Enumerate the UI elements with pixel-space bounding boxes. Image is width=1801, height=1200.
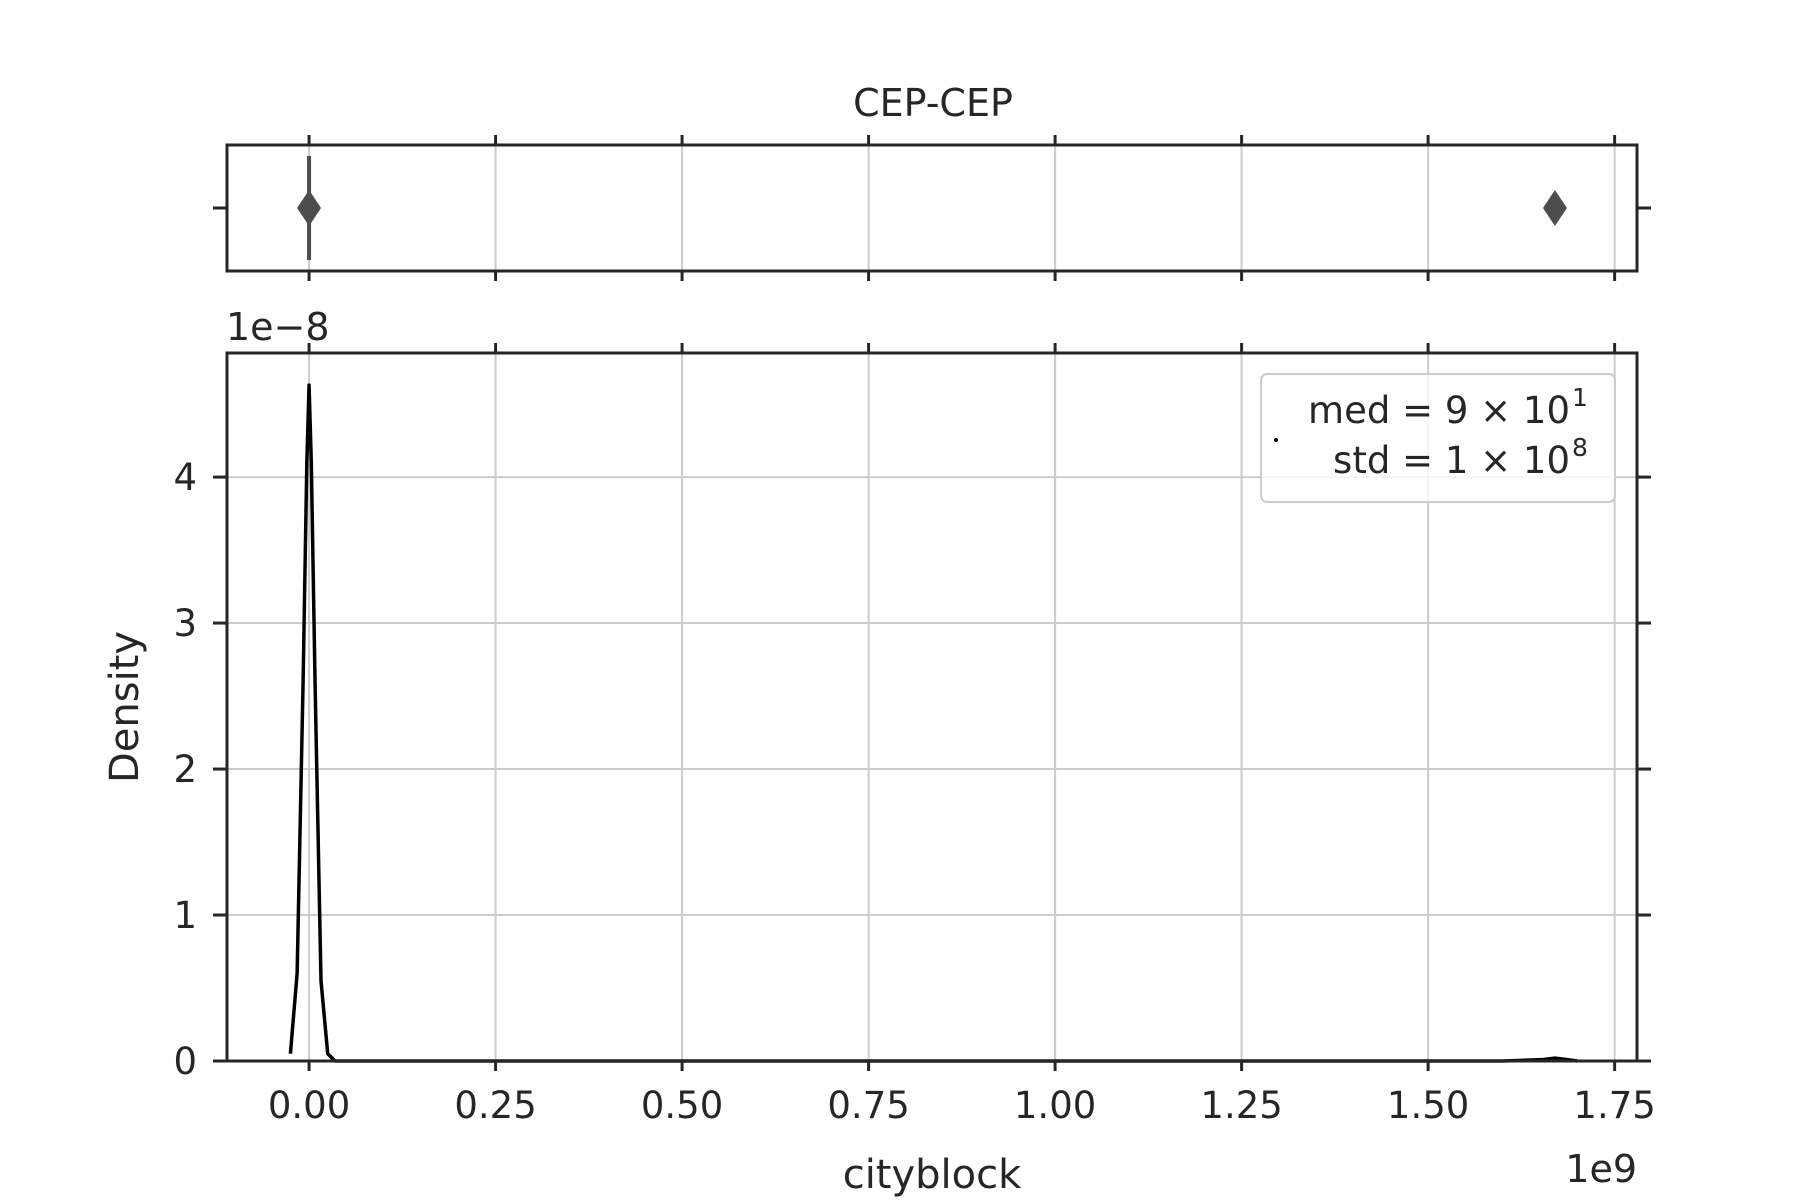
boxplot-grid (308, 145, 1616, 271)
kde-grid (227, 353, 1637, 1062)
x-tick-label: 1.00 (1014, 1084, 1096, 1127)
boxplot-panel (213, 135, 1651, 281)
legend-box (1260, 373, 1616, 503)
kde-tick-labels: 0.00 0.25 0.50 0.75 1.00 1.25 1.50 1.75 0 1 2 3 4 (173, 456, 1655, 1127)
legend: med = 9 × 10 1 std = 1 × 10 8 (1260, 373, 1616, 503)
boxplot-marks (297, 156, 1567, 260)
x-tick-label: 1.50 (1387, 1084, 1469, 1127)
y-tick-label: 0 (173, 1040, 197, 1083)
x-tick-label: 0.00 (268, 1084, 350, 1127)
x-tick-label: 0.25 (454, 1084, 536, 1127)
legend-marker (1274, 438, 1278, 442)
x-tick-label: 0.75 (827, 1084, 909, 1127)
boxplot-ticks (213, 135, 1651, 281)
legend-med: med = 9 × 10 (1308, 389, 1570, 432)
x-tick-label: 1.25 (1200, 1084, 1282, 1127)
y-offset-text: 1e−8 (226, 305, 330, 349)
x-axis-label: cityblock (843, 1152, 1022, 1198)
x-tick-label: 1.75 (1573, 1084, 1655, 1127)
kde-ticks (213, 343, 1651, 1071)
legend-std: std = 1 × 10 (1333, 439, 1570, 482)
x-tick-label: 0.50 (641, 1084, 723, 1127)
boxplot-outlier (1542, 190, 1567, 226)
legend-med-exponent: 1 (1572, 383, 1588, 412)
boxplot-frame (225, 143, 1639, 273)
x-offset-text: 1e9 (1565, 1147, 1637, 1191)
y-tick-label: 4 (173, 456, 197, 499)
kde-panel: 0.00 0.25 0.50 0.75 1.00 1.25 1.50 1.75 0 1 2 3 4 (173, 343, 1656, 1127)
y-tick-label: 3 (173, 602, 197, 645)
chart-title: CEP-CEP (853, 81, 1013, 125)
kde-frame (225, 351, 1639, 1063)
y-tick-label: 2 (173, 748, 197, 791)
y-tick-label: 1 (173, 894, 197, 937)
boxplot-outlier (297, 190, 322, 226)
y-axis-label: Density (102, 631, 148, 783)
legend-std-exponent: 8 (1572, 433, 1588, 462)
